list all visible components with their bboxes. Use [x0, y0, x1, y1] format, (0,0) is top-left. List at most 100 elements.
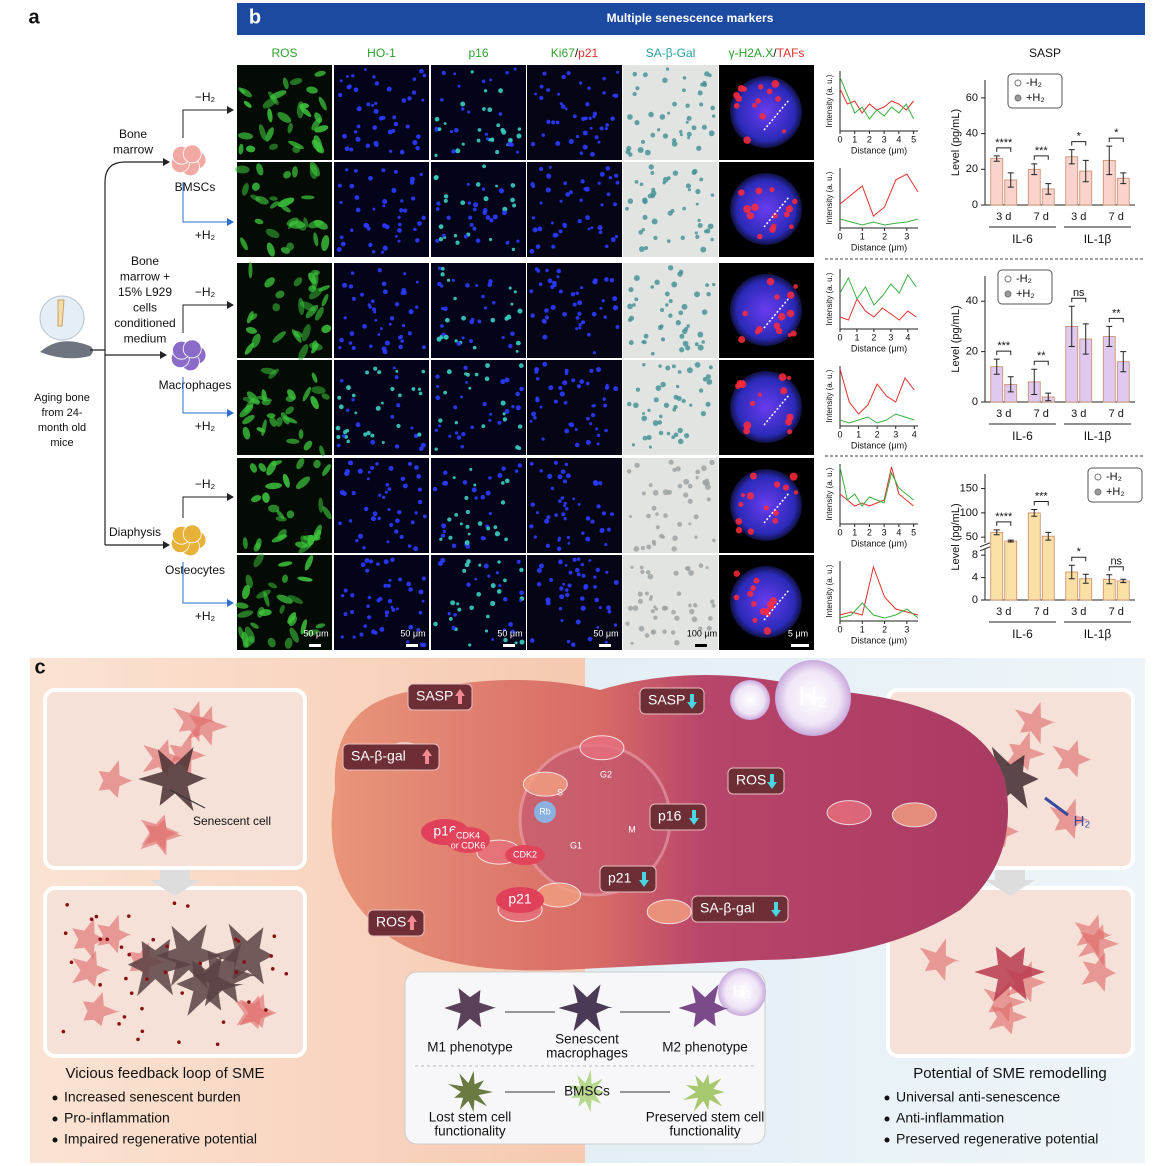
sasp-dot	[122, 1015, 127, 1019]
cell	[297, 576, 313, 582]
cell	[628, 315, 635, 321]
cell	[563, 516, 567, 521]
cell	[658, 430, 664, 436]
tissue-cell	[1052, 740, 1092, 778]
cell	[539, 166, 544, 172]
cell	[469, 222, 474, 227]
cell	[355, 538, 359, 543]
origin-label: marrow +	[120, 270, 170, 284]
significance: ns	[1073, 287, 1085, 299]
focus	[769, 187, 775, 193]
cell	[604, 542, 608, 547]
cell	[496, 589, 502, 594]
condition-label: +H₂	[195, 419, 216, 433]
cell	[505, 71, 509, 75]
cell	[613, 202, 617, 207]
cell	[710, 237, 714, 242]
cell	[513, 67, 517, 71]
cell	[308, 285, 317, 292]
cell	[546, 119, 551, 124]
cell	[529, 419, 533, 423]
cell	[701, 124, 707, 130]
cell	[459, 522, 463, 526]
cell	[539, 201, 543, 205]
cell	[648, 483, 653, 487]
nucleus	[730, 566, 802, 638]
cell	[496, 123, 501, 128]
cell	[417, 432, 422, 437]
focus	[750, 585, 757, 591]
focus	[772, 213, 778, 219]
cell	[314, 125, 329, 133]
cell	[413, 228, 417, 231]
cell	[399, 334, 404, 339]
cell	[512, 203, 517, 208]
cell	[585, 381, 590, 386]
cell	[409, 176, 416, 182]
cell	[438, 424, 441, 428]
cell	[286, 217, 299, 227]
cell	[536, 582, 542, 587]
cell	[243, 100, 252, 108]
x-tick-label: 4	[896, 527, 901, 537]
cell	[532, 227, 538, 233]
cell	[533, 415, 537, 420]
cell	[649, 595, 654, 599]
x-tick-label: 2	[875, 429, 880, 439]
cell	[440, 272, 445, 277]
cell	[641, 412, 646, 416]
cell	[544, 315, 550, 320]
cell	[244, 342, 255, 355]
cell	[656, 128, 661, 132]
cell	[301, 324, 311, 342]
cell	[564, 107, 568, 111]
cell	[579, 379, 585, 384]
tissue-cell	[1005, 961, 1047, 1003]
cell	[299, 103, 310, 109]
cell	[495, 184, 498, 188]
source-label: from 24-	[42, 407, 83, 419]
cell	[339, 79, 343, 83]
cell	[553, 399, 558, 404]
cell	[664, 291, 670, 297]
cell	[339, 200, 343, 205]
cell	[394, 444, 400, 449]
cell	[365, 370, 370, 375]
cell	[592, 351, 597, 355]
cell	[482, 401, 487, 407]
cell	[368, 242, 373, 248]
cell	[557, 474, 563, 480]
cell	[313, 459, 321, 469]
y-axis-label: Level (pg/mL)	[950, 305, 962, 372]
cell	[531, 411, 537, 417]
x-tick-label: 3 d	[996, 408, 1011, 420]
cell	[642, 362, 646, 367]
cell	[668, 459, 674, 465]
cell	[533, 535, 538, 539]
cell	[637, 591, 643, 597]
origin-label: Bone	[119, 127, 147, 141]
cell	[370, 433, 375, 438]
cell	[498, 88, 504, 94]
cell	[387, 507, 391, 511]
cell	[443, 334, 449, 340]
up-arrow	[422, 749, 432, 764]
bullet	[884, 1116, 890, 1122]
cell	[515, 391, 520, 397]
cell	[646, 434, 652, 441]
cell	[511, 247, 516, 252]
cell	[554, 513, 559, 517]
cell	[454, 339, 458, 343]
cell	[355, 422, 361, 428]
cell	[599, 527, 605, 534]
x-tick-label: 0	[837, 624, 842, 634]
cell	[441, 233, 446, 238]
scale-bar-label: 50 μm	[400, 628, 425, 638]
callout-label: H₂	[1074, 813, 1091, 830]
sasp-dot	[165, 944, 169, 949]
error-bar	[993, 529, 1000, 536]
cell	[444, 317, 450, 323]
origin-label: conditioned	[114, 316, 175, 330]
focus	[738, 335, 746, 344]
